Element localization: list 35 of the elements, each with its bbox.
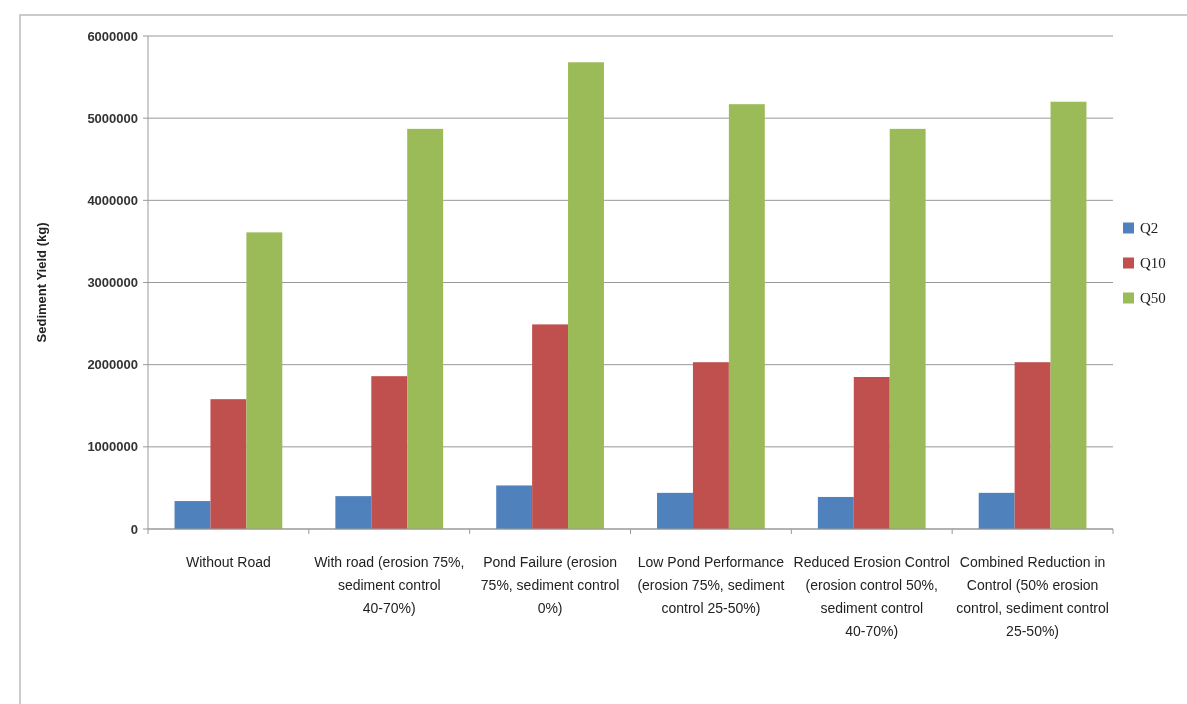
- bar: [1014, 362, 1051, 529]
- x-tick-label: Combined Reduction in Control (50% erosion control, sediment control 25-50%): [956, 554, 1109, 639]
- y-tick-label: 2000000: [87, 357, 138, 373]
- bar: [246, 232, 283, 529]
- y-tick-label: 4000000: [87, 192, 138, 208]
- y-tick-label: 6000000: [87, 28, 138, 44]
- x-tick-label: With road (erosion 75%, sediment control 40-70%): [314, 554, 465, 616]
- y-tick-label: 5000000: [87, 110, 138, 126]
- x-tick-label: Low Pond Performance (erosion 75%, sediment control 25-50%): [637, 554, 785, 616]
- bar: [210, 399, 247, 529]
- bar: [371, 376, 408, 529]
- bar: [335, 496, 372, 529]
- bar: [853, 376, 890, 529]
- bar: [889, 128, 926, 529]
- bar: [532, 324, 569, 529]
- legend-label: Q2: [1140, 219, 1159, 236]
- legend-label: Q10: [1140, 254, 1166, 271]
- x-tick-label: Reduced Erosion Control (erosion control 50%, sediment control 40-70%): [793, 554, 950, 639]
- bar: [817, 496, 854, 529]
- bar: [568, 62, 604, 529]
- x-tick-label: Without Road: [186, 554, 271, 570]
- x-tick-label: Pond Failure (erosion 75%, sediment control 0%): [480, 554, 620, 616]
- y-axis-title: Sediment Yield (kg): [34, 222, 49, 343]
- bar: [728, 104, 765, 529]
- y-tick-label: 1000000: [87, 439, 138, 455]
- bar: [496, 485, 533, 529]
- bar: [407, 128, 444, 529]
- bar: [692, 362, 729, 529]
- y-tick-label: 0: [130, 521, 138, 537]
- bar: [978, 492, 1015, 529]
- y-tick-label: 3000000: [87, 275, 138, 291]
- bar: [1050, 101, 1087, 529]
- legend-label: Q50: [1140, 289, 1166, 306]
- bar: [657, 492, 693, 529]
- bar: [174, 501, 211, 529]
